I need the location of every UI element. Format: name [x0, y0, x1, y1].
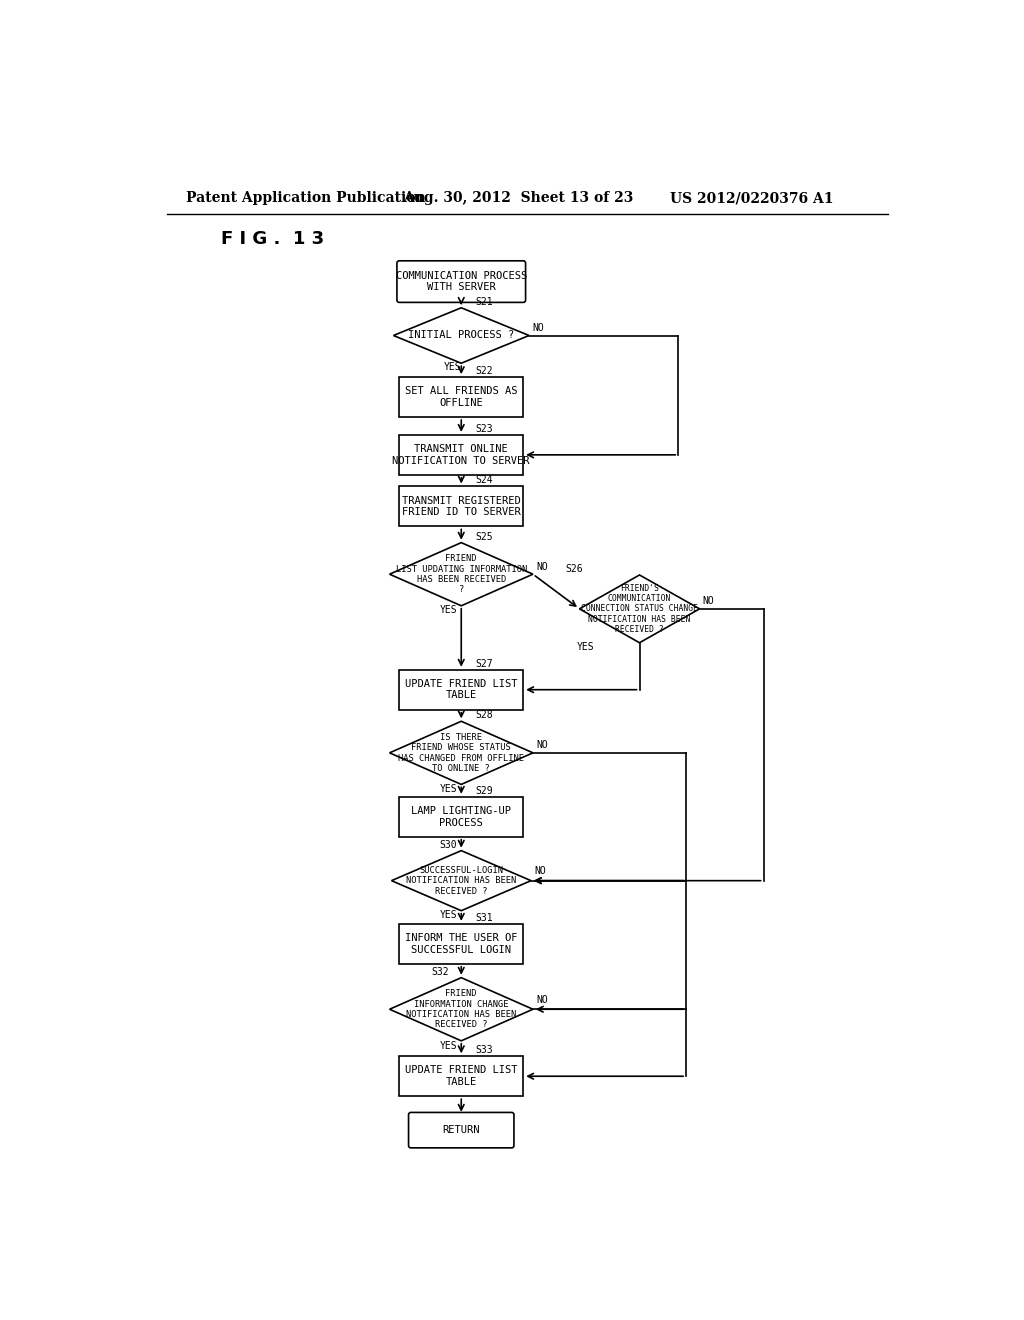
FancyBboxPatch shape — [397, 261, 525, 302]
Text: NO: NO — [532, 323, 544, 333]
Polygon shape — [393, 308, 529, 363]
Text: IS THERE
FRIEND WHOSE STATUS
HAS CHANGED FROM OFFLINE
TO ONLINE ?: IS THERE FRIEND WHOSE STATUS HAS CHANGED… — [398, 733, 524, 774]
Text: UPDATE FRIEND LIST
TABLE: UPDATE FRIEND LIST TABLE — [406, 678, 517, 701]
Bar — [399, 669, 523, 710]
Text: NO: NO — [536, 561, 548, 572]
Polygon shape — [389, 721, 532, 784]
Polygon shape — [389, 978, 532, 1040]
Text: NO: NO — [535, 866, 546, 876]
Text: YES: YES — [439, 784, 457, 795]
Text: US 2012/0220376 A1: US 2012/0220376 A1 — [671, 191, 834, 206]
Text: YES: YES — [439, 1040, 457, 1051]
Text: LAMP LIGHTING-UP
PROCESS: LAMP LIGHTING-UP PROCESS — [412, 807, 511, 828]
FancyBboxPatch shape — [409, 1113, 514, 1148]
Text: Patent Application Publication: Patent Application Publication — [186, 191, 426, 206]
Text: S32: S32 — [432, 966, 450, 977]
Text: S21: S21 — [475, 297, 493, 306]
Bar — [399, 924, 523, 964]
Bar — [399, 434, 523, 475]
Text: YES: YES — [439, 911, 457, 920]
Text: INFORM THE USER OF
SUCCESSFUL LOGIN: INFORM THE USER OF SUCCESSFUL LOGIN — [406, 933, 517, 954]
Text: Aug. 30, 2012  Sheet 13 of 23: Aug. 30, 2012 Sheet 13 of 23 — [403, 191, 634, 206]
Text: F I G .  1 3: F I G . 1 3 — [221, 230, 325, 248]
Polygon shape — [391, 850, 531, 911]
Text: INITIAL PROCESS ?: INITIAL PROCESS ? — [409, 330, 514, 341]
Text: S28: S28 — [475, 710, 493, 721]
Text: FRIEND
LIST UPDATING INFORMATION
HAS BEEN RECEIVED
?: FRIEND LIST UPDATING INFORMATION HAS BEE… — [395, 554, 527, 594]
Text: FRIEND'S
COMMUNICATION
CONNECTION STATUS CHANGE
NOTIFICATION HAS BEEN
RECEIVED ?: FRIEND'S COMMUNICATION CONNECTION STATUS… — [581, 583, 698, 634]
Text: COMMUNICATION PROCESS
WITH SERVER: COMMUNICATION PROCESS WITH SERVER — [395, 271, 527, 293]
Text: S30: S30 — [439, 840, 457, 850]
Text: NO: NO — [702, 597, 715, 606]
Text: S26: S26 — [565, 564, 583, 574]
Text: S22: S22 — [475, 366, 493, 376]
Text: YES: YES — [439, 606, 457, 615]
Text: SET ALL FRIENDS AS
OFFLINE: SET ALL FRIENDS AS OFFLINE — [406, 387, 517, 408]
Bar — [399, 797, 523, 837]
Text: S23: S23 — [475, 424, 493, 434]
Text: NO: NO — [536, 741, 548, 750]
Text: YES: YES — [444, 362, 462, 372]
Text: S25: S25 — [475, 532, 493, 541]
Bar — [399, 1056, 523, 1096]
Text: FRIEND
INFORMATION CHANGE
NOTIFICATION HAS BEEN
RECEIVED ?: FRIEND INFORMATION CHANGE NOTIFICATION H… — [407, 989, 516, 1030]
Text: S33: S33 — [475, 1045, 493, 1055]
Text: YES: YES — [577, 643, 594, 652]
Text: TRANSMIT ONLINE
NOTIFICATION TO SERVER: TRANSMIT ONLINE NOTIFICATION TO SERVER — [392, 444, 530, 466]
Text: SUCCESSFUL-LOGIN
NOTIFICATION HAS BEEN
RECEIVED ?: SUCCESSFUL-LOGIN NOTIFICATION HAS BEEN R… — [407, 866, 516, 895]
Text: NO: NO — [536, 995, 548, 1005]
Polygon shape — [580, 576, 699, 643]
Polygon shape — [389, 543, 532, 606]
Text: S31: S31 — [475, 912, 493, 923]
Text: S27: S27 — [475, 659, 493, 669]
Text: UPDATE FRIEND LIST
TABLE: UPDATE FRIEND LIST TABLE — [406, 1065, 517, 1088]
Text: S24: S24 — [475, 475, 493, 486]
Bar — [399, 487, 523, 527]
Text: TRANSMIT REGISTERED
FRIEND ID TO SERVER: TRANSMIT REGISTERED FRIEND ID TO SERVER — [401, 495, 520, 517]
Bar — [399, 378, 523, 417]
Text: RETURN: RETURN — [442, 1125, 480, 1135]
Text: S29: S29 — [475, 785, 493, 796]
